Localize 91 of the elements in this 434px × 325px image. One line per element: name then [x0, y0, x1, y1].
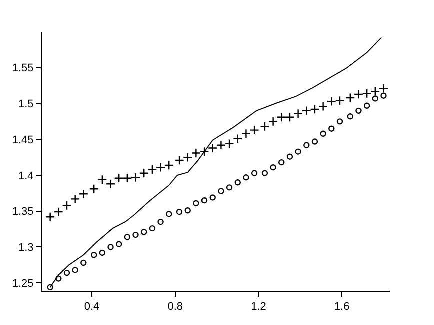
point	[312, 138, 318, 145]
point	[378, 84, 389, 94]
point	[241, 129, 252, 139]
point	[260, 122, 270, 132]
point	[174, 156, 184, 166]
point	[164, 160, 174, 170]
point	[234, 180, 241, 186]
point	[302, 106, 312, 116]
point	[336, 118, 344, 125]
point	[278, 159, 285, 166]
point	[286, 154, 294, 160]
y-tick-label: 1.25	[12, 278, 34, 290]
point	[54, 207, 64, 217]
point	[99, 250, 106, 256]
point	[201, 198, 208, 204]
point	[347, 114, 354, 120]
y-tick-label: 1.55	[12, 62, 34, 75]
point	[218, 188, 224, 194]
x-tick-label: 0.4	[84, 301, 100, 314]
point	[320, 130, 326, 137]
point	[370, 86, 380, 96]
point	[310, 104, 320, 114]
point	[295, 148, 302, 155]
x-tick-label: 1.6	[334, 301, 350, 314]
point	[233, 134, 243, 144]
point	[318, 102, 328, 112]
point	[64, 270, 70, 276]
point	[251, 170, 258, 176]
point	[183, 152, 193, 162]
point	[326, 96, 336, 106]
point	[148, 164, 158, 175]
x-tick-label: 0.8	[168, 301, 184, 314]
point	[176, 208, 183, 216]
point	[294, 108, 304, 119]
point	[124, 234, 131, 240]
point	[191, 148, 201, 158]
point	[335, 96, 345, 106]
point	[328, 126, 335, 132]
point	[130, 172, 141, 182]
point	[149, 225, 156, 232]
point	[72, 267, 78, 274]
point	[200, 147, 210, 157]
point	[56, 276, 62, 282]
point	[166, 211, 172, 218]
point	[262, 170, 268, 176]
point	[62, 200, 72, 210]
x-tick-label: 1.2	[251, 301, 266, 314]
point	[184, 208, 191, 214]
point	[89, 184, 99, 194]
y-tick-label: 1.3	[18, 242, 34, 254]
point	[364, 102, 370, 109]
point	[193, 200, 200, 207]
point	[208, 143, 218, 154]
point	[47, 284, 54, 291]
point	[114, 174, 124, 184]
point	[132, 232, 139, 238]
point	[268, 116, 278, 126]
point	[226, 184, 233, 191]
point	[78, 189, 88, 199]
point	[356, 108, 362, 114]
point	[80, 260, 87, 266]
point	[139, 168, 149, 178]
point	[304, 142, 310, 148]
point	[106, 179, 116, 189]
point	[46, 212, 56, 222]
y-tick-label: 1.45	[12, 134, 34, 146]
y-tick-label: 1.5	[18, 98, 34, 111]
point	[210, 194, 216, 201]
point	[380, 92, 387, 99]
point	[243, 174, 250, 181]
point	[372, 96, 379, 102]
point	[116, 241, 122, 248]
point	[354, 90, 364, 100]
point	[70, 194, 80, 204]
y-tick-label: 1.4	[18, 170, 34, 182]
point	[250, 125, 260, 136]
point	[122, 174, 132, 184]
point	[362, 88, 372, 98]
point	[224, 139, 234, 149]
point	[158, 219, 164, 226]
point	[108, 244, 114, 250]
point	[285, 112, 295, 122]
point	[156, 162, 166, 172]
point	[346, 93, 356, 103]
point	[98, 175, 108, 185]
point	[276, 112, 286, 122]
point	[91, 252, 98, 258]
point	[141, 229, 148, 236]
point	[216, 140, 226, 150]
point	[270, 164, 276, 171]
y-tick-label: 1.35	[12, 206, 34, 218]
